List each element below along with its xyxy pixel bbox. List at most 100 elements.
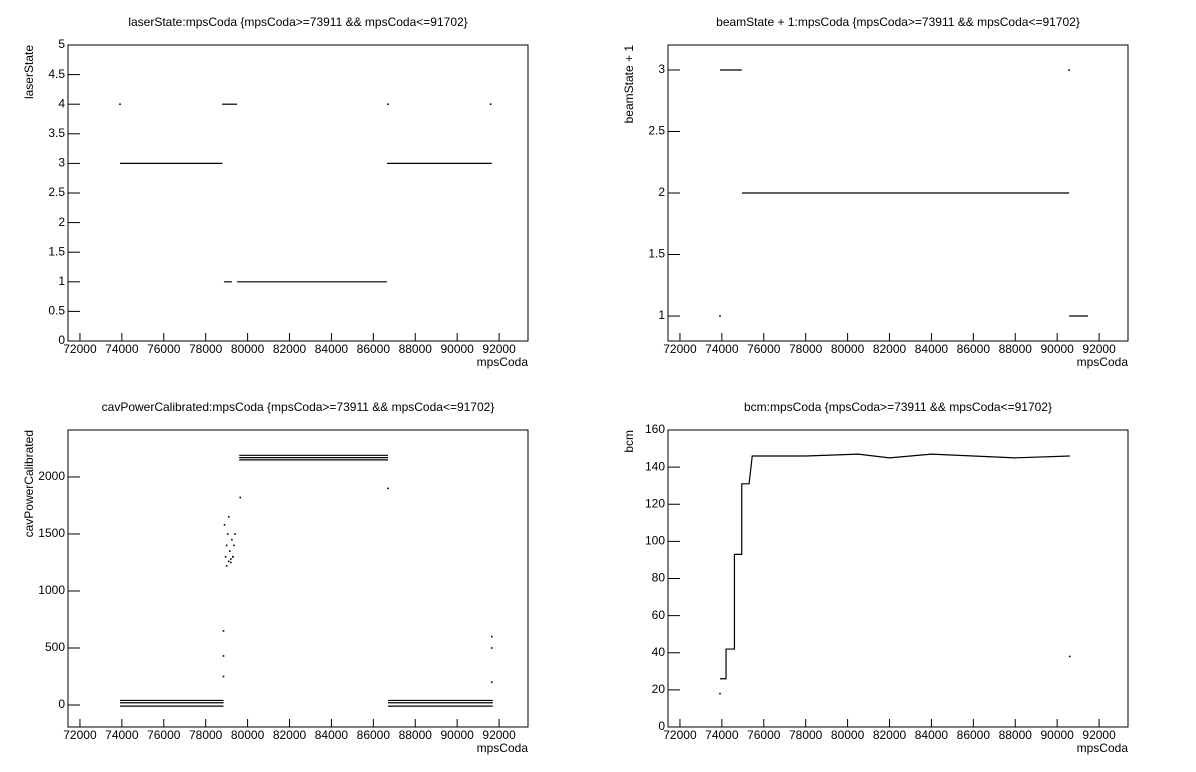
x-tick-label: 84000 bbox=[315, 342, 349, 356]
x-tick-label: 80000 bbox=[831, 728, 865, 742]
x-tick-label: 74000 bbox=[705, 342, 739, 356]
x-tick-label: 86000 bbox=[957, 342, 991, 356]
data-point bbox=[719, 692, 721, 695]
x-tick-label: 78000 bbox=[189, 728, 223, 742]
x-tick-label: 88000 bbox=[399, 342, 433, 356]
y-tick-label: 4.5 bbox=[48, 67, 65, 81]
y-tick-label: 500 bbox=[45, 640, 65, 654]
data-point bbox=[231, 538, 233, 541]
data-point bbox=[222, 655, 225, 657]
plot-frame bbox=[67, 429, 529, 728]
y-tick-label: 5 bbox=[58, 37, 65, 51]
y-tick-label: 100 bbox=[645, 534, 665, 548]
data-point bbox=[227, 516, 230, 518]
data-point bbox=[230, 558, 232, 560]
x-tick-label: 78000 bbox=[789, 728, 823, 742]
x-tick-label: 92000 bbox=[1082, 728, 1116, 742]
x-tick-label: 92000 bbox=[1082, 342, 1116, 356]
y-tick-label: 40 bbox=[652, 645, 666, 659]
x-tick-label: 80000 bbox=[231, 728, 265, 742]
x-tick-label: 82000 bbox=[273, 342, 307, 356]
x-axis-label: mpsCoda bbox=[477, 355, 529, 369]
x-tick-label: 82000 bbox=[873, 342, 907, 356]
plot-frame bbox=[667, 429, 1129, 728]
x-tick-label: 78000 bbox=[189, 342, 223, 356]
x-tick-label: 72000 bbox=[63, 728, 97, 742]
data-point bbox=[239, 496, 242, 499]
y-tick-label: 20 bbox=[652, 682, 666, 696]
y-tick-label: 1.5 bbox=[48, 244, 65, 258]
y-axis-label: beamState + 1 bbox=[622, 45, 636, 124]
y-tick-label: 4 bbox=[58, 96, 65, 110]
x-tick-label: 76000 bbox=[147, 728, 181, 742]
data-point bbox=[1068, 69, 1070, 71]
chart-title: cavPowerCalibrated:mpsCoda {mpsCoda>=739… bbox=[102, 400, 495, 414]
data-point bbox=[226, 533, 229, 535]
x-tick-label: 84000 bbox=[915, 728, 949, 742]
y-tick-label: 2000 bbox=[38, 469, 65, 483]
chart-title: beamState + 1:mpsCoda {mpsCoda>=73911 &&… bbox=[716, 15, 1080, 29]
x-tick-label: 90000 bbox=[440, 728, 474, 742]
x-tick-label: 88000 bbox=[999, 728, 1033, 742]
x-tick-label: 90000 bbox=[1040, 342, 1074, 356]
y-tick-label: 3 bbox=[58, 156, 65, 170]
y-tick-label: 2.5 bbox=[48, 185, 65, 199]
data-point bbox=[719, 315, 721, 317]
y-axis-label: laserState bbox=[22, 45, 36, 99]
y-axis-label: cavPowerCalibrated bbox=[22, 430, 36, 537]
data-point bbox=[222, 675, 225, 678]
x-tick-label: 72000 bbox=[663, 728, 697, 742]
y-tick-label: 120 bbox=[645, 496, 665, 510]
y-tick-label: 0 bbox=[658, 719, 665, 733]
y-tick-label: 160 bbox=[645, 422, 665, 436]
x-tick-label: 78000 bbox=[789, 342, 823, 356]
x-tick-label: 74000 bbox=[705, 728, 739, 742]
data-point bbox=[224, 555, 227, 558]
x-tick-label: 88000 bbox=[999, 342, 1033, 356]
x-tick-label: 74000 bbox=[105, 342, 139, 356]
chart-title: bcm:mpsCoda {mpsCoda>=73911 && mpsCoda<=… bbox=[744, 400, 1052, 414]
data-point bbox=[222, 630, 225, 632]
x-tick-label: 90000 bbox=[1040, 728, 1074, 742]
data-point bbox=[387, 487, 389, 490]
x-tick-label: 74000 bbox=[105, 728, 139, 742]
x-tick-label: 76000 bbox=[747, 728, 781, 742]
x-tick-label: 88000 bbox=[399, 728, 433, 742]
x-tick-label: 92000 bbox=[482, 728, 516, 742]
data-point bbox=[233, 544, 235, 547]
y-tick-label: 140 bbox=[645, 459, 665, 473]
y-tick-label: 60 bbox=[652, 608, 666, 622]
data-point bbox=[227, 560, 230, 563]
data-point bbox=[225, 565, 228, 567]
x-tick-label: 90000 bbox=[440, 342, 474, 356]
y-tick-label: 0.5 bbox=[48, 304, 65, 318]
data-line bbox=[719, 453, 1070, 680]
y-tick-label: 1 bbox=[58, 274, 65, 288]
data-point bbox=[119, 103, 121, 105]
x-tick-label: 84000 bbox=[915, 342, 949, 356]
x-tick-label: 86000 bbox=[957, 728, 991, 742]
y-tick-label: 2.5 bbox=[648, 124, 665, 138]
x-tick-label: 72000 bbox=[663, 342, 697, 356]
data-point bbox=[234, 533, 236, 535]
y-tick-label: 3 bbox=[658, 62, 665, 76]
y-axis-label: bcm bbox=[622, 430, 636, 453]
data-point bbox=[1068, 655, 1071, 658]
x-tick-label: 76000 bbox=[147, 342, 181, 356]
y-tick-label: 3.5 bbox=[48, 126, 65, 140]
x-tick-label: 84000 bbox=[315, 728, 349, 742]
x-axis-label: mpsCoda bbox=[1077, 355, 1129, 369]
x-tick-label: 80000 bbox=[231, 342, 265, 356]
y-tick-label: 0 bbox=[58, 697, 65, 711]
x-tick-label: 92000 bbox=[482, 342, 516, 356]
y-tick-label: 80 bbox=[652, 571, 666, 585]
x-tick-label: 76000 bbox=[747, 342, 781, 356]
chart-title: laserState:mpsCoda {mpsCoda>=73911 && mp… bbox=[128, 15, 467, 29]
y-tick-label: 1.5 bbox=[648, 247, 665, 261]
x-axis-label: mpsCoda bbox=[1077, 741, 1129, 755]
data-point bbox=[232, 555, 234, 558]
data-point bbox=[225, 544, 228, 547]
y-tick-label: 1 bbox=[658, 308, 665, 322]
x-tick-label: 86000 bbox=[357, 728, 391, 742]
